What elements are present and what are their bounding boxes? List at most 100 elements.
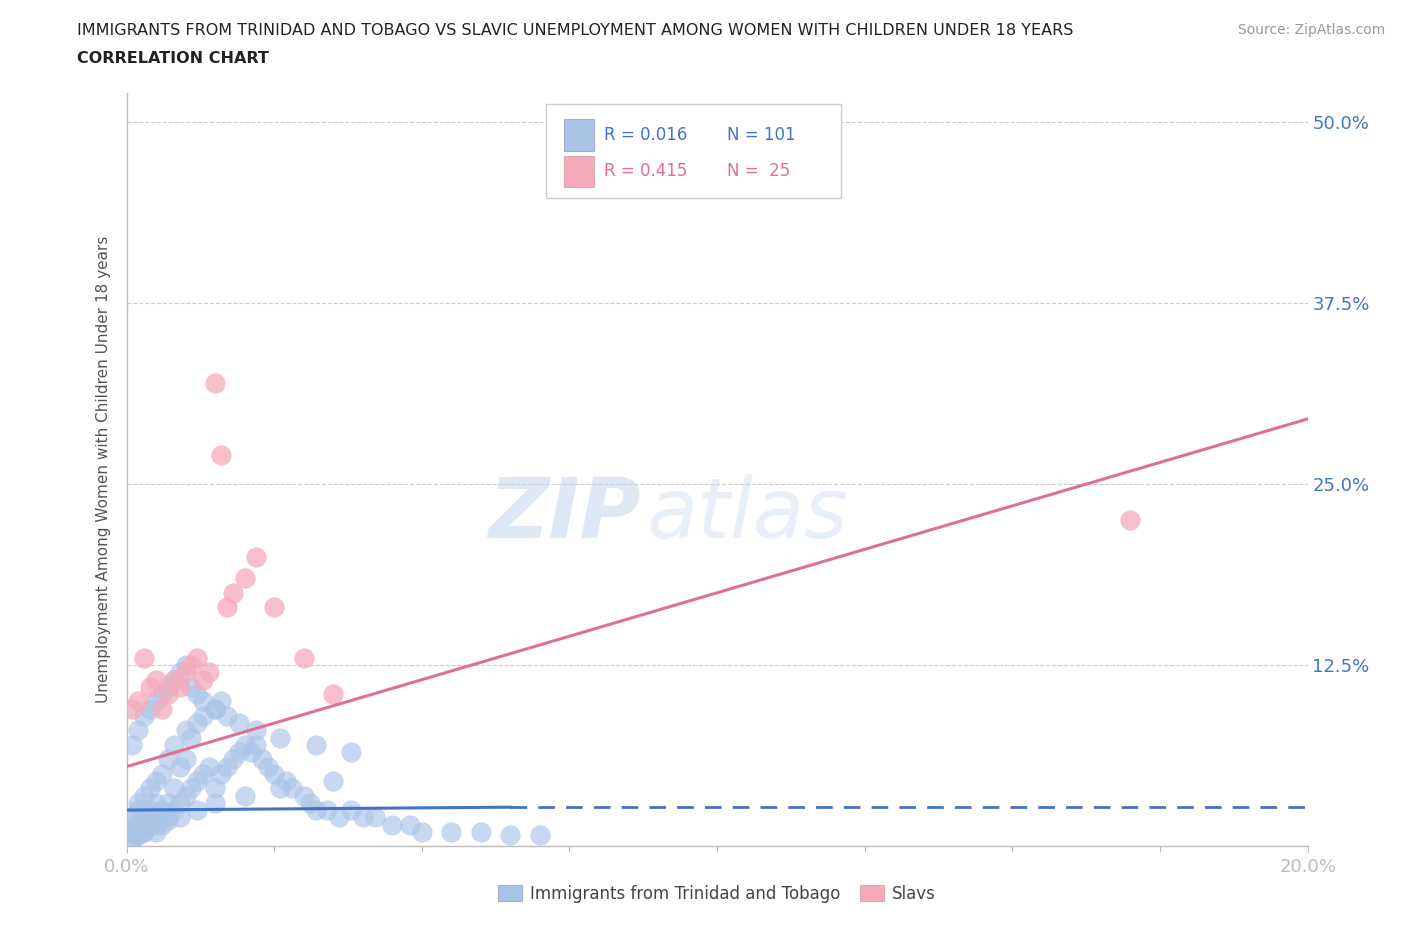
Point xyxy=(281,781,304,796)
Point xyxy=(169,810,191,825)
Point xyxy=(228,745,250,760)
Point xyxy=(145,824,167,839)
Point xyxy=(304,803,326,817)
Point xyxy=(263,600,285,615)
Point xyxy=(174,658,197,672)
Point xyxy=(198,665,221,680)
Text: N =  25: N = 25 xyxy=(727,163,790,180)
Point xyxy=(529,828,551,843)
Point xyxy=(139,817,162,832)
Point xyxy=(322,686,344,701)
Point xyxy=(127,723,149,737)
Point xyxy=(233,788,256,803)
Point xyxy=(440,824,463,839)
Text: R = 0.415: R = 0.415 xyxy=(603,163,688,180)
Point xyxy=(298,795,321,810)
Point xyxy=(150,766,173,781)
Point xyxy=(156,752,179,767)
Point xyxy=(121,831,143,846)
Point xyxy=(1119,513,1142,528)
Point xyxy=(163,737,186,752)
Text: N = 101: N = 101 xyxy=(727,126,796,144)
Point xyxy=(204,701,226,716)
Point xyxy=(180,658,202,672)
Legend: Immigrants from Trinidad and Tobago, Slavs: Immigrants from Trinidad and Tobago, Sla… xyxy=(492,878,942,910)
Point xyxy=(245,723,267,737)
Point xyxy=(169,795,191,810)
Point xyxy=(180,730,202,745)
Point xyxy=(163,803,186,817)
Point xyxy=(399,817,422,832)
Point xyxy=(180,680,202,695)
Point xyxy=(163,672,186,687)
Point xyxy=(174,752,197,767)
Text: atlas: atlas xyxy=(647,474,848,555)
Point xyxy=(139,701,162,716)
Point xyxy=(381,817,404,832)
Text: R = 0.016: R = 0.016 xyxy=(603,126,688,144)
Text: CORRELATION CHART: CORRELATION CHART xyxy=(77,51,269,66)
Point xyxy=(150,817,173,832)
Point xyxy=(121,824,143,839)
Point xyxy=(222,585,245,600)
Text: ZIP: ZIP xyxy=(488,474,640,555)
Point xyxy=(292,788,315,803)
Point xyxy=(239,745,262,760)
Point xyxy=(352,810,374,825)
Point xyxy=(145,672,167,687)
Point xyxy=(180,781,202,796)
Y-axis label: Unemployment Among Women with Children Under 18 years: Unemployment Among Women with Children U… xyxy=(96,236,111,703)
Point xyxy=(209,447,232,462)
Point xyxy=(215,759,238,774)
Point xyxy=(245,737,267,752)
Text: IMMIGRANTS FROM TRINIDAD AND TOBAGO VS SLAVIC UNEMPLOYMENT AMONG WOMEN WITH CHIL: IMMIGRANTS FROM TRINIDAD AND TOBAGO VS S… xyxy=(77,23,1074,38)
Point xyxy=(292,651,315,666)
Point xyxy=(156,810,179,825)
Point xyxy=(193,709,215,724)
Point xyxy=(209,694,232,709)
Point xyxy=(169,759,191,774)
Point xyxy=(156,813,179,828)
Point xyxy=(121,737,143,752)
Point xyxy=(245,549,267,564)
FancyBboxPatch shape xyxy=(564,155,595,187)
Point xyxy=(186,803,208,817)
Point xyxy=(274,774,297,789)
Point xyxy=(193,766,215,781)
Point xyxy=(499,828,522,843)
Point xyxy=(204,701,226,716)
Point xyxy=(150,803,173,817)
Point xyxy=(150,686,173,701)
Point xyxy=(215,600,238,615)
Point xyxy=(269,781,291,796)
Point xyxy=(139,803,162,817)
Point xyxy=(340,745,363,760)
Point xyxy=(134,824,156,839)
Point xyxy=(252,752,274,767)
Point xyxy=(411,824,433,839)
Point xyxy=(186,686,208,701)
Point xyxy=(174,723,197,737)
Point xyxy=(134,824,156,839)
Point xyxy=(139,781,162,796)
Point xyxy=(169,680,191,695)
Point xyxy=(174,665,197,680)
Point xyxy=(145,817,167,832)
Point xyxy=(169,665,191,680)
Point xyxy=(121,810,143,825)
Point xyxy=(156,795,179,810)
Point xyxy=(215,709,238,724)
Point xyxy=(163,672,186,687)
Point xyxy=(186,774,208,789)
Point xyxy=(228,716,250,731)
Point xyxy=(304,737,326,752)
Point xyxy=(127,828,149,843)
Point xyxy=(204,781,226,796)
Point xyxy=(163,781,186,796)
Point xyxy=(263,766,285,781)
Point xyxy=(121,817,143,832)
Point xyxy=(363,810,385,825)
Point xyxy=(340,803,363,817)
Point xyxy=(145,774,167,789)
Point xyxy=(127,795,149,810)
